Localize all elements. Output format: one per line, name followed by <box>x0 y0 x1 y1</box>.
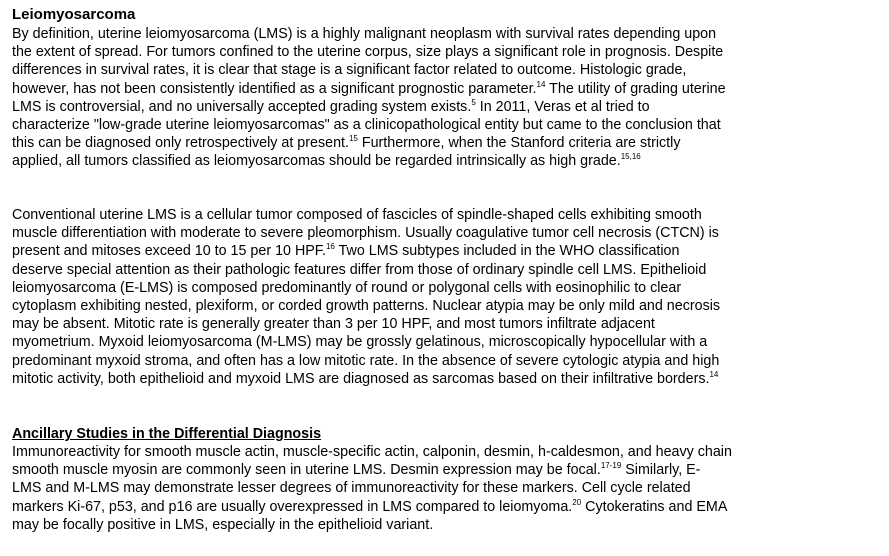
text-line: the extent of spread. For tumors confine… <box>12 43 882 61</box>
line-text: LMS and M-LMS may demonstrate lesser deg… <box>12 480 691 497</box>
text-line: predominant myxoid stroma, and often has… <box>12 352 882 370</box>
text-line: By definition, uterine leiomyosarcoma (L… <box>12 25 882 43</box>
paragraph-1: By definition, uterine leiomyosarcoma (L… <box>12 25 882 171</box>
line-text: however, has not been consistently ident… <box>12 80 537 97</box>
text-line: cytoplasm exhibiting nested, plexiform, … <box>12 297 882 315</box>
line-text: characterize "low-grade uterine leiomyos… <box>12 117 721 134</box>
line-text: applied, all tumors classified as leiomy… <box>12 153 621 170</box>
line-text: leiomyosarcoma (E-LMS) is composed predo… <box>12 279 682 296</box>
line-text: may be absent. Mitotic rate is generally… <box>12 316 655 333</box>
citation-superscript: 5 <box>471 97 476 107</box>
text-line: present and mitoses exceed 10 to 15 per … <box>12 242 882 260</box>
citation-superscript: 14 <box>536 79 546 89</box>
text-line: may be focally positive in LMS, especial… <box>12 516 882 534</box>
line-text: the extent of spread. For tumors confine… <box>12 44 724 61</box>
line-text: present and mitoses exceed 10 to 15 per … <box>12 243 326 260</box>
line-text: cytoplasm exhibiting nested, plexiform, … <box>12 298 721 315</box>
line-text: Furthermore, when the Stanford criteria … <box>357 135 681 152</box>
line-text: Immunoreactivity for smooth muscle actin… <box>12 444 732 460</box>
line-text: this can be diagnosed only retrospective… <box>12 135 349 152</box>
line-text: Two LMS subtypes included in the WHO cla… <box>334 243 680 260</box>
text-line: applied, all tumors classified as leiomy… <box>12 152 882 170</box>
text-line: differences in survival rates, it is cle… <box>12 61 882 79</box>
text-line: mitotic activity, both epithelioid and m… <box>12 370 882 388</box>
line-text: LMS is controversial, and no universally… <box>12 98 472 115</box>
paragraph-2: Conventional uterine LMS is a cellular t… <box>12 206 882 388</box>
text-line: muscle differentiation with moderate to … <box>12 224 882 242</box>
line-text: may be focally positive in LMS, especial… <box>12 516 434 533</box>
text-line: however, has not been consistently ident… <box>12 80 882 98</box>
line-text: muscle differentiation with moderate to … <box>12 225 719 242</box>
line-text: The utility of grading uterine <box>545 80 726 97</box>
text-line: Immunoreactivity for smooth muscle actin… <box>12 443 882 461</box>
text-line: myometrium. Myxoid leiomyosarcoma (M-LMS… <box>12 333 882 351</box>
citation-superscript: 15,16 <box>620 152 641 162</box>
text-line: markers Ki-67, p53, and p16 are usually … <box>12 498 882 516</box>
subsection-heading: Ancillary Studies in the Differential Di… <box>12 426 322 442</box>
line-text: Conventional uterine LMS is a cellular t… <box>12 207 702 223</box>
text-line: leiomyosarcoma (E-LMS) is composed predo… <box>12 279 882 297</box>
citation-superscript: 16 <box>325 242 335 252</box>
section-heading: Leiomyosarcoma <box>12 6 136 23</box>
line-text: markers Ki-67, p53, and p16 are usually … <box>12 498 573 515</box>
citation-superscript: 14 <box>709 369 719 379</box>
line-text: deserve special attention as their patho… <box>12 261 707 278</box>
citation-superscript: 20 <box>572 497 582 507</box>
text-line: smooth muscle myosin are commonly seen i… <box>12 461 882 479</box>
line-text: myometrium. Myxoid leiomyosarcoma (M-LMS… <box>12 334 708 351</box>
line-text: In 2011, Veras et al tried to <box>475 98 650 115</box>
line-text: mitotic activity, both epithelioid and m… <box>12 370 710 387</box>
line-text: differences in survival rates, it is cle… <box>12 62 687 79</box>
citation-superscript: 17-19 <box>600 461 622 471</box>
paragraph-3: Immunoreactivity for smooth muscle actin… <box>12 443 882 534</box>
line-text: Similarly, E- <box>621 462 701 479</box>
text-line: LMS and M-LMS may demonstrate lesser deg… <box>12 479 882 497</box>
text-line: Conventional uterine LMS is a cellular t… <box>12 206 882 224</box>
text-line: may be absent. Mitotic rate is generally… <box>12 315 882 333</box>
line-text: By definition, uterine leiomyosarcoma (L… <box>12 26 717 42</box>
text-line: deserve special attention as their patho… <box>12 261 882 279</box>
citation-superscript: 15 <box>348 134 358 144</box>
text-line: LMS is controversial, and no universally… <box>12 98 882 116</box>
text-line: this can be diagnosed only retrospective… <box>12 134 882 152</box>
line-text: smooth muscle myosin are commonly seen i… <box>12 462 601 479</box>
line-text: predominant myxoid stroma, and often has… <box>12 352 720 369</box>
text-line: characterize "low-grade uterine leiomyos… <box>12 116 882 134</box>
line-text: Cytokeratins and EMA <box>581 498 728 515</box>
